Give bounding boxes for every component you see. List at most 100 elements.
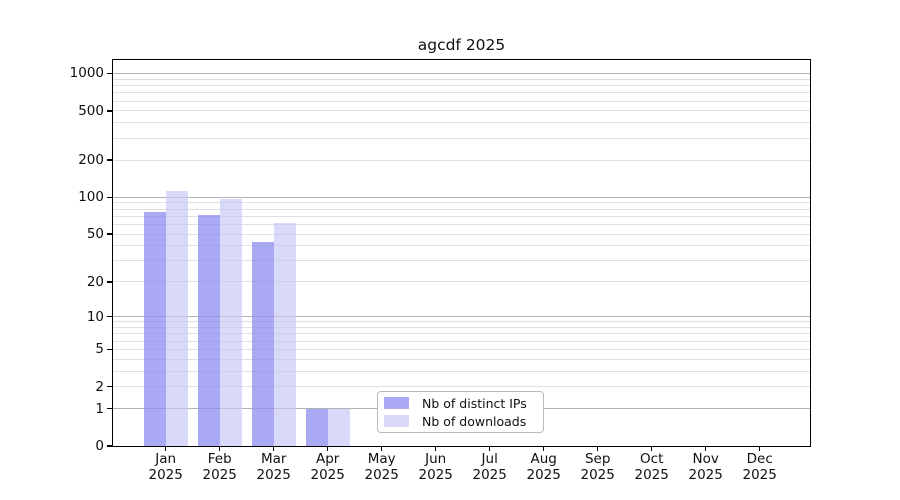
- gridline-minor: [113, 333, 810, 335]
- x-axis-tick-label: Nov 2025: [679, 451, 733, 483]
- x-label-year: 2025: [526, 466, 561, 483]
- x-label-month: Apr: [316, 451, 340, 467]
- x-axis-tick-label: Jan 2025: [139, 451, 193, 483]
- gridline-minor: [113, 100, 810, 102]
- y-axis-tick-label: 200: [78, 152, 104, 169]
- bar-mar-distinct-ips: [251, 241, 274, 446]
- x-axis-tick: [543, 446, 545, 451]
- x-label-month: May: [367, 451, 396, 467]
- bar-jan-distinct-ips: [143, 212, 166, 446]
- gridline-minor: [113, 208, 810, 210]
- y-axis-tick-label: 50: [86, 226, 104, 242]
- x-axis-tick-label: May 2025: [355, 451, 409, 483]
- gridline-overlay-minor: [113, 340, 810, 342]
- chart-title: agcdf 2025: [417, 36, 506, 54]
- y-axis-tick: [107, 348, 113, 351]
- x-label-year: 2025: [148, 466, 183, 483]
- x-axis-tick: [597, 446, 599, 451]
- y-axis-tick: [107, 110, 113, 112]
- y-axis-tick-label: 1: [95, 400, 104, 417]
- x-label-year: 2025: [418, 466, 453, 483]
- x-label-month: Mar: [260, 451, 287, 467]
- gridline-overlay-minor: [113, 110, 810, 112]
- x-axis-tick: [489, 446, 491, 451]
- gridline-overlay-minor: [113, 78, 810, 80]
- gridline-minor: [113, 245, 810, 247]
- x-label-month: Jul: [481, 451, 498, 467]
- x-axis-tick: [273, 446, 275, 451]
- gridline-overlay-minor: [113, 100, 810, 102]
- x-label-month: Dec: [746, 451, 773, 467]
- x-label-month: Feb: [207, 451, 232, 467]
- gridline-overlay-minor: [113, 327, 810, 329]
- legend-item-distinct-ips: Nb of distinct IPs: [384, 395, 537, 411]
- x-label-year: 2025: [580, 466, 615, 483]
- x-axis-tick-label: Aug 2025: [517, 451, 571, 483]
- bar-feb-downloads: [219, 199, 242, 446]
- gridline-minor: [113, 92, 810, 94]
- gridline-overlay-minor: [113, 85, 810, 86]
- gridline-overlay-minor: [113, 233, 810, 235]
- x-label-year: 2025: [364, 466, 399, 483]
- gridline-overlay-major: [113, 316, 810, 318]
- bar-jan-downloads: [165, 190, 188, 446]
- gridline-minor: [113, 260, 810, 262]
- gridline-overlay-minor: [113, 215, 810, 217]
- x-axis-tick: [705, 446, 707, 451]
- x-label-year: 2025: [256, 466, 291, 483]
- y-axis-tick-label: 500: [78, 102, 104, 119]
- gridline-minor: [113, 358, 810, 360]
- legend-item-downloads: Nb of downloads: [384, 413, 537, 429]
- gridline-overlay-minor: [113, 122, 810, 124]
- gridline-overlay-minor: [113, 321, 810, 323]
- gridline-minor: [113, 370, 810, 372]
- gridline-overlay-minor: [113, 92, 810, 94]
- gridline-minor: [113, 386, 810, 388]
- x-axis-tick-label: Mar 2025: [247, 451, 301, 483]
- x-label-month: Nov: [692, 451, 719, 467]
- y-axis-tick: [107, 281, 113, 283]
- gridline-minor: [113, 223, 810, 225]
- x-label-year: 2025: [634, 466, 669, 483]
- y-axis-tick-label: 1000: [69, 65, 104, 82]
- gridline-minor: [113, 159, 810, 161]
- gridline-minor: [113, 110, 810, 112]
- gridline-overlay-minor: [113, 202, 810, 204]
- y-axis-tick-label: 5: [95, 341, 104, 358]
- x-label-year: 2025: [472, 466, 507, 483]
- gridline-overlay-minor: [113, 386, 810, 388]
- gridline-overlay-minor: [113, 223, 810, 225]
- x-axis-tick: [651, 446, 653, 451]
- bar-apr-downloads: [327, 408, 350, 446]
- gridline-overlay-major: [113, 196, 810, 198]
- gridline-overlay-minor: [113, 358, 810, 360]
- gridline-overlay-minor: [113, 281, 810, 283]
- y-axis-tick: [107, 316, 113, 318]
- y-axis-tick: [107, 233, 113, 235]
- gridline-minor: [113, 78, 810, 80]
- gridline-minor: [113, 233, 810, 235]
- x-label-month: Jan: [155, 451, 177, 467]
- gridline-overlay-minor: [113, 159, 810, 161]
- legend-label-distinct-ips: Nb of distinct IPs: [422, 395, 527, 411]
- gridline-minor: [113, 202, 810, 204]
- gridline-minor: [113, 321, 810, 323]
- x-axis-tick-label: Oct 2025: [625, 451, 679, 483]
- y-axis-tick-label: 2: [95, 378, 104, 395]
- y-axis-tick-label: 20: [86, 273, 104, 290]
- gridline-overlay-minor: [113, 137, 810, 139]
- x-axis-tick-label: Feb 2025: [193, 451, 247, 483]
- bar-apr-distinct-ips: [305, 408, 328, 446]
- x-label-year: 2025: [202, 466, 237, 483]
- y-axis-tick: [107, 196, 113, 198]
- gridline-major: [113, 316, 810, 318]
- x-axis-tick: [219, 446, 221, 451]
- x-label-month: Oct: [640, 451, 664, 467]
- x-axis-tick-label: Jul 2025: [463, 451, 517, 483]
- gridline-overlay-minor: [113, 348, 810, 350]
- y-axis-tick-label: 10: [86, 308, 104, 325]
- y-axis-tick: [107, 445, 113, 447]
- gridline-minor: [113, 137, 810, 139]
- y-axis-tick: [107, 386, 113, 388]
